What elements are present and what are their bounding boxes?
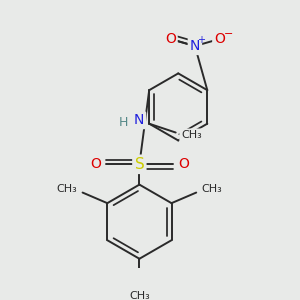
Text: O: O xyxy=(178,157,189,171)
Text: +: + xyxy=(197,35,205,45)
Text: N: N xyxy=(134,113,144,127)
Text: CH₃: CH₃ xyxy=(56,184,77,194)
Text: O: O xyxy=(165,32,176,46)
Text: CH₃: CH₃ xyxy=(202,184,222,194)
Text: N: N xyxy=(190,39,200,53)
Text: −: − xyxy=(224,29,233,39)
Text: O: O xyxy=(90,157,101,171)
Text: S: S xyxy=(134,157,144,172)
Text: CH₃: CH₃ xyxy=(181,130,202,140)
Text: H: H xyxy=(119,116,128,129)
Text: O: O xyxy=(214,32,225,46)
Text: CH₃: CH₃ xyxy=(129,291,150,300)
